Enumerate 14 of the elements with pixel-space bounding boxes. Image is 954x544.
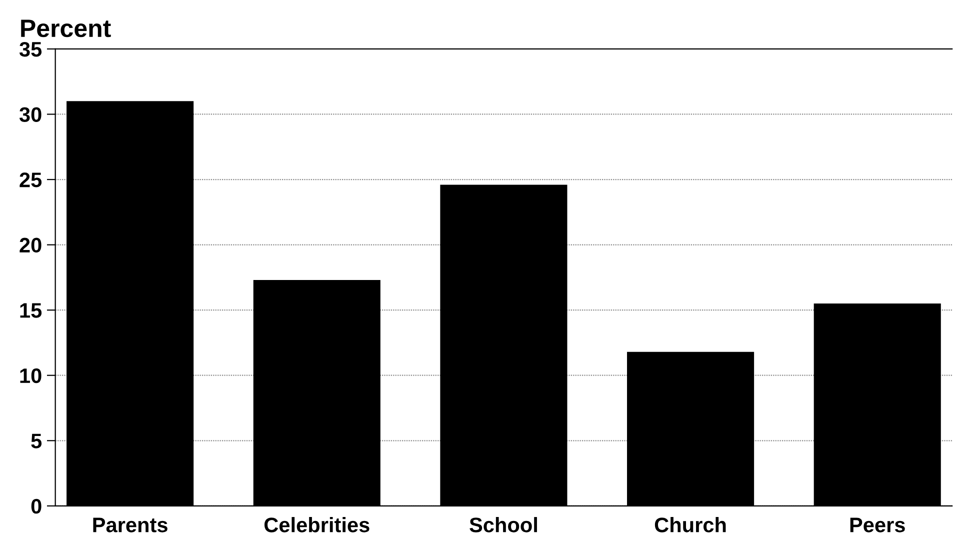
y-tick-label: 5 xyxy=(31,434,42,448)
x-tick-label: Church xyxy=(654,517,726,532)
y-tick-label: 0 xyxy=(31,498,42,514)
x-tick-label: Parents xyxy=(93,518,168,532)
y-axis-title: Percent xyxy=(21,20,111,38)
y-tick-label: 25 xyxy=(20,172,42,188)
y-tick-label: 30 xyxy=(19,107,42,122)
y-tick-label: 20 xyxy=(20,238,42,253)
x-tick-label: School xyxy=(470,517,537,532)
y-tick-label: 10 xyxy=(20,368,42,384)
y-tick-label: 35 xyxy=(19,42,42,57)
y-tick-label: 15 xyxy=(20,303,42,318)
x-tick-label: Celebrities xyxy=(264,517,370,532)
x-tick-label: Peers xyxy=(850,518,905,532)
